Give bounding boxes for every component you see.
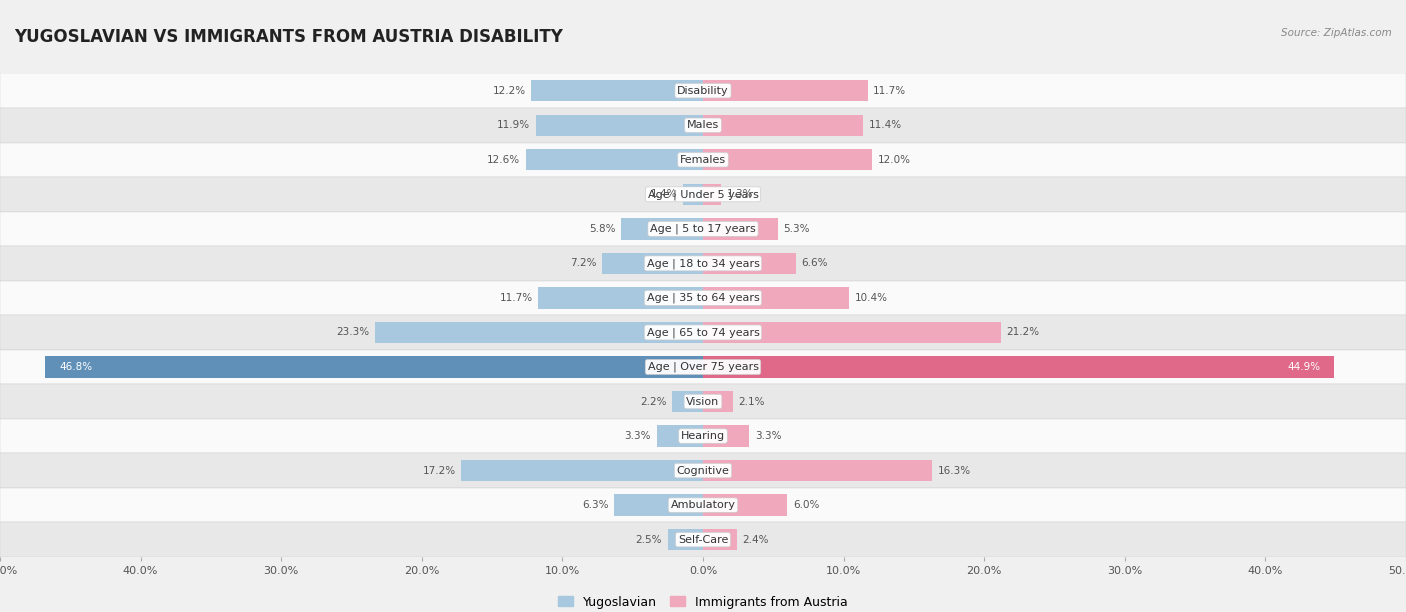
Text: Age | Over 75 years: Age | Over 75 years [648, 362, 758, 372]
Text: Females: Females [681, 155, 725, 165]
Text: 5.3%: 5.3% [783, 224, 810, 234]
Bar [703, 425, 749, 447]
Text: 12.0%: 12.0% [877, 155, 910, 165]
Bar [0, 488, 1406, 523]
Bar [703, 322, 1001, 343]
Text: 3.3%: 3.3% [624, 431, 651, 441]
Bar [668, 529, 703, 550]
Text: 11.7%: 11.7% [873, 86, 907, 95]
Bar [621, 218, 703, 239]
Bar [703, 494, 787, 516]
Text: 21.2%: 21.2% [1007, 327, 1040, 337]
Text: Age | 5 to 17 years: Age | 5 to 17 years [650, 223, 756, 234]
Text: 16.3%: 16.3% [938, 466, 972, 476]
Bar [0, 143, 1406, 177]
Text: Age | 35 to 64 years: Age | 35 to 64 years [647, 293, 759, 303]
Bar [0, 349, 1406, 384]
Bar [683, 184, 703, 205]
Bar [536, 114, 703, 136]
Bar [703, 356, 1334, 378]
Text: 5.8%: 5.8% [589, 224, 616, 234]
Bar [0, 108, 1406, 143]
Text: Ambulatory: Ambulatory [671, 500, 735, 510]
Bar [0, 315, 1406, 349]
Text: 1.4%: 1.4% [651, 189, 678, 200]
Text: Hearing: Hearing [681, 431, 725, 441]
Text: YUGOSLAVIAN VS IMMIGRANTS FROM AUSTRIA DISABILITY: YUGOSLAVIAN VS IMMIGRANTS FROM AUSTRIA D… [14, 28, 562, 45]
Text: 11.9%: 11.9% [496, 120, 530, 130]
Bar [0, 523, 1406, 557]
Text: Males: Males [688, 120, 718, 130]
Text: Cognitive: Cognitive [676, 466, 730, 476]
Legend: Yugoslavian, Immigrants from Austria: Yugoslavian, Immigrants from Austria [554, 591, 852, 612]
Bar [602, 253, 703, 274]
Text: 46.8%: 46.8% [59, 362, 93, 372]
Text: 11.4%: 11.4% [869, 120, 903, 130]
Text: 23.3%: 23.3% [336, 327, 370, 337]
Text: Source: ZipAtlas.com: Source: ZipAtlas.com [1281, 28, 1392, 37]
Bar [703, 149, 872, 171]
Text: 10.4%: 10.4% [855, 293, 887, 303]
Bar [375, 322, 703, 343]
Text: 17.2%: 17.2% [422, 466, 456, 476]
Bar [0, 246, 1406, 281]
Bar [0, 73, 1406, 108]
Bar [614, 494, 703, 516]
Bar [672, 391, 703, 412]
Text: 11.7%: 11.7% [499, 293, 533, 303]
Text: 2.5%: 2.5% [636, 535, 662, 545]
Text: Disability: Disability [678, 86, 728, 95]
Bar [538, 287, 703, 308]
Bar [703, 114, 863, 136]
Bar [703, 218, 778, 239]
Bar [703, 391, 733, 412]
Bar [0, 419, 1406, 453]
Bar [0, 177, 1406, 212]
Text: 44.9%: 44.9% [1286, 362, 1320, 372]
Bar [0, 281, 1406, 315]
Text: 12.2%: 12.2% [492, 86, 526, 95]
Text: 2.4%: 2.4% [742, 535, 769, 545]
Bar [703, 80, 868, 102]
Bar [703, 253, 796, 274]
Bar [45, 356, 703, 378]
Text: Age | 65 to 74 years: Age | 65 to 74 years [647, 327, 759, 338]
Text: 2.1%: 2.1% [738, 397, 765, 406]
Text: Self-Care: Self-Care [678, 535, 728, 545]
Text: 12.6%: 12.6% [486, 155, 520, 165]
Bar [526, 149, 703, 171]
Bar [703, 460, 932, 481]
Text: Age | Under 5 years: Age | Under 5 years [648, 189, 758, 200]
Text: 6.3%: 6.3% [582, 500, 609, 510]
Bar [531, 80, 703, 102]
Text: 1.3%: 1.3% [727, 189, 754, 200]
Bar [461, 460, 703, 481]
Text: 3.3%: 3.3% [755, 431, 782, 441]
Text: 7.2%: 7.2% [569, 258, 596, 269]
Bar [703, 529, 737, 550]
Bar [0, 453, 1406, 488]
Bar [0, 212, 1406, 246]
Bar [703, 184, 721, 205]
Text: Vision: Vision [686, 397, 720, 406]
Bar [0, 384, 1406, 419]
Text: 6.6%: 6.6% [801, 258, 828, 269]
Text: 2.2%: 2.2% [640, 397, 666, 406]
Bar [703, 287, 849, 308]
Bar [657, 425, 703, 447]
Text: 6.0%: 6.0% [793, 500, 820, 510]
Text: Age | 18 to 34 years: Age | 18 to 34 years [647, 258, 759, 269]
